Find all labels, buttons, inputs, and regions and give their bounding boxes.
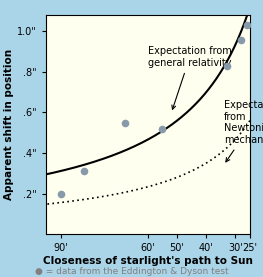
- Text: Expectation from
general relativity: Expectation from general relativity: [148, 46, 232, 109]
- X-axis label: Closeness of starlight's path to Sun: Closeness of starlight's path to Sun: [43, 256, 253, 266]
- Y-axis label: Apparent shift in position: Apparent shift in position: [4, 49, 14, 200]
- Text: Expectation
from
Newtonian
mechanics: Expectation from Newtonian mechanics: [224, 100, 263, 162]
- Text: ● = data from the Eddington & Dyson test: ● = data from the Eddington & Dyson test: [35, 267, 228, 276]
